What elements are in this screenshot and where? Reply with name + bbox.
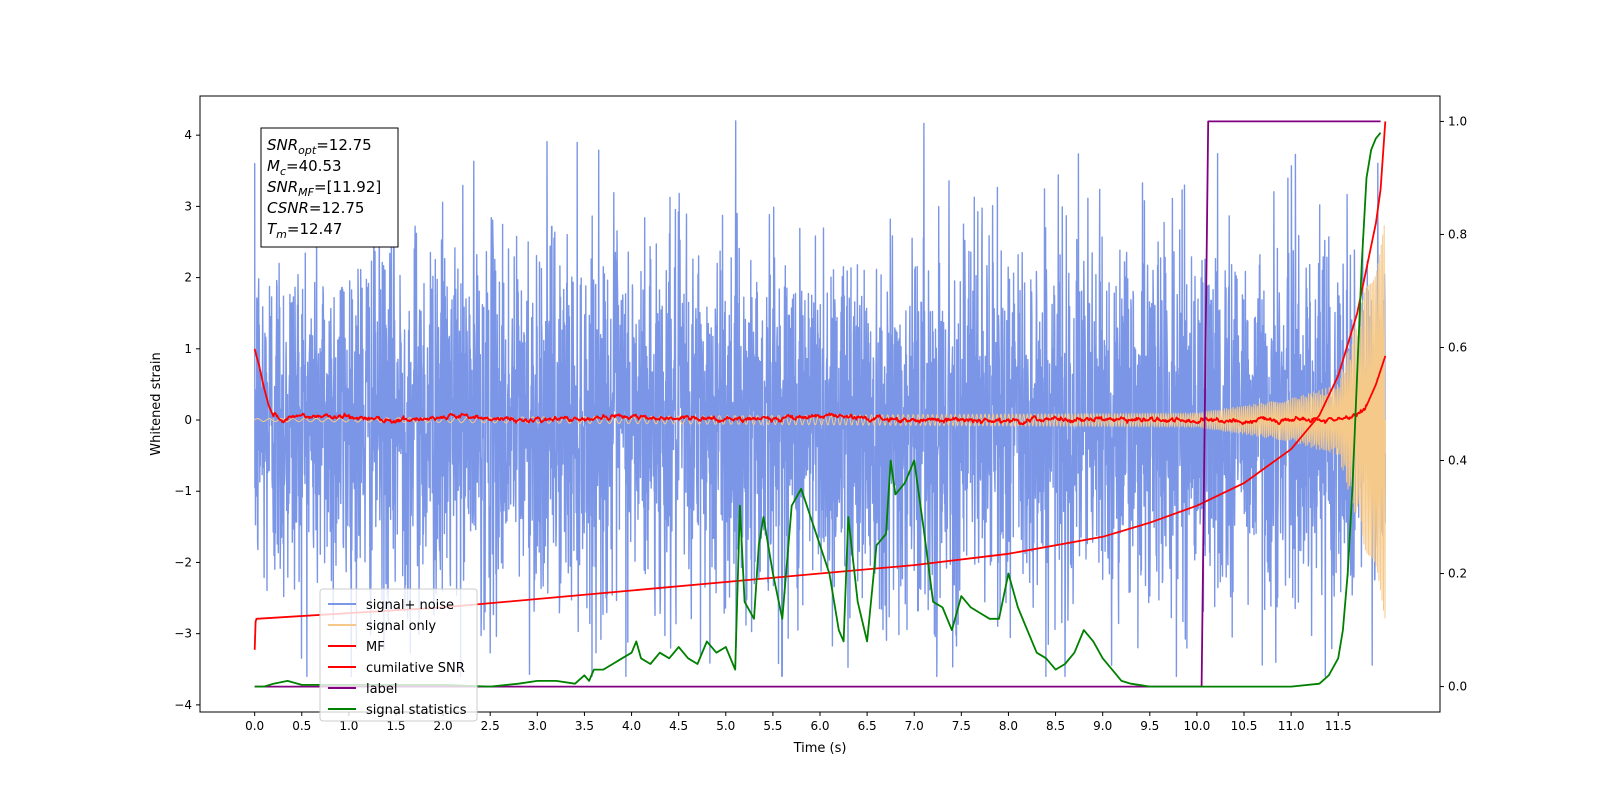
annotation-line: Mc=40.53: [267, 157, 342, 178]
y-tick-label: −1: [174, 484, 192, 498]
y-tick-label: −4: [174, 698, 192, 712]
y-right-tick-label: 1.0: [1448, 114, 1467, 128]
ticks-layer: 0.0 0.5 1.0 1.5 2.0 2.5 3.0 3.5 4.0 4.5 5.0 5.5 6.0 6…: [174, 114, 1467, 733]
x-tick-label: 6.0: [810, 719, 829, 733]
x-tick-label: 9.5: [1140, 719, 1159, 733]
x-tick-label: 7.5: [952, 719, 971, 733]
x-tick-label: 10.0: [1184, 719, 1211, 733]
annotation-subscript: MF: [298, 186, 314, 199]
legend-frame: [319, 588, 478, 722]
x-tick-label: 9.0: [1093, 719, 1112, 733]
y-tick-label: −2: [174, 555, 192, 569]
legend: signal+ noise signal only MF cumilative SNR…: [319, 588, 478, 722]
legend-label: cumilative SNR: [366, 661, 465, 676]
annotation-subscript: opt: [298, 144, 317, 157]
annotation-line: Tm=12.47: [267, 220, 342, 241]
y-tick-label: 4: [184, 128, 192, 142]
x-tick-label: 0.0: [245, 719, 264, 733]
x-tick-label: 2.0: [434, 719, 453, 733]
annotation-value: =12.75: [309, 199, 365, 217]
x-tick-label: 10.5: [1231, 719, 1258, 733]
series-line-4: [254, 120, 1381, 688]
annotation-symbol: M: [267, 157, 280, 175]
annotation-symbol: T: [267, 220, 278, 238]
x-tick-label: 0.5: [292, 719, 311, 733]
annotation-line: SNRopt=12.75: [267, 136, 372, 157]
x-axis-label: Time (s): [793, 741, 847, 756]
x-tick-label: 11.0: [1278, 719, 1305, 733]
x-tick-label: 5.5: [763, 719, 782, 733]
legend-label: signal statistics: [366, 703, 467, 718]
annotation-value: =12.47: [287, 220, 343, 238]
legend-label: MF: [366, 640, 385, 655]
annotation-line: SNRMF=[11.92]: [267, 178, 381, 199]
y-tick-label: 2: [184, 271, 192, 285]
annotation-value: =12.75: [316, 136, 372, 154]
x-tick-label: 4.5: [669, 719, 688, 733]
x-tick-label: 3.0: [528, 719, 547, 733]
x-tick-label: 6.5: [858, 719, 877, 733]
y-axis-label: Whitened strain: [149, 352, 164, 455]
y-tick-label: 0: [184, 413, 192, 427]
y-right-tick-label: 0.6: [1448, 340, 1467, 354]
x-tick-label: 3.5: [575, 719, 594, 733]
legend-label: signal only: [366, 619, 436, 634]
y-tick-label: −3: [174, 627, 192, 641]
annotation-symbol: CSNR: [267, 199, 309, 217]
legend-label: label: [366, 682, 397, 697]
annotation-subscript: c: [280, 165, 286, 178]
y-right-tick-label: 0.0: [1448, 680, 1467, 694]
annotation-frame: [260, 127, 399, 248]
y-tick-label: 3: [184, 199, 192, 213]
y-tick-label: 1: [184, 342, 192, 356]
annotation-symbol: SNR: [267, 136, 298, 154]
x-tick-label: 1.5: [386, 719, 405, 733]
series-line-2: [253, 348, 1387, 426]
annotation-box: SNRopt=12.75Mc=40.53SNRMF=[11.92]CSNR=12…: [260, 127, 399, 248]
annotation-line: CSNR=12.75: [267, 199, 364, 217]
x-tick-label: 2.5: [481, 719, 500, 733]
annotation-subscript: m: [276, 228, 287, 241]
x-tick-label: 7.0: [905, 719, 924, 733]
x-tick-label: 11.5: [1325, 719, 1352, 733]
y-right-tick-label: 0.2: [1448, 567, 1467, 581]
y-right-tick-label: 0.8: [1448, 227, 1467, 241]
legend-label: signal+ noise: [366, 598, 454, 613]
x-tick-label: 8.5: [1046, 719, 1065, 733]
annotation-value: =[11.92]: [314, 178, 381, 196]
x-tick-label: 1.0: [339, 719, 358, 733]
x-tick-label: 8.0: [999, 719, 1018, 733]
x-tick-label: 4.0: [622, 719, 641, 733]
x-tick-label: 5.0: [716, 719, 735, 733]
y-right-tick-label: 0.4: [1448, 454, 1467, 468]
annotation-value: =40.53: [286, 157, 342, 175]
series-line-5: [254, 132, 1382, 688]
annotation-symbol: SNR: [267, 178, 298, 196]
